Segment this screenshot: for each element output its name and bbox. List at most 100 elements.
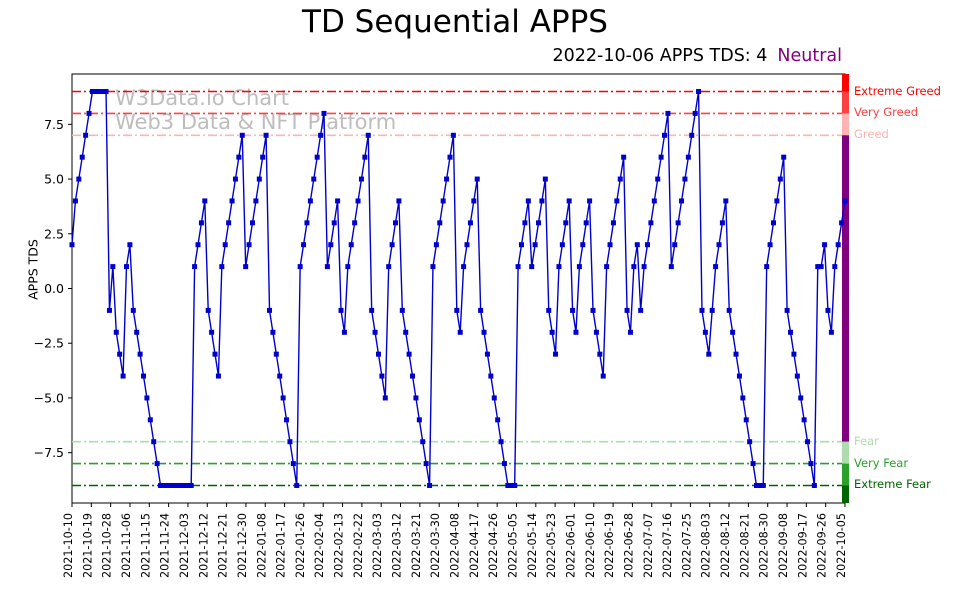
data-point [559,242,565,248]
zone-bar-1 [842,74,849,92]
data-point [246,242,252,248]
data-point [277,373,283,379]
data-point [215,373,221,379]
data-point [345,264,351,270]
data-point [324,264,330,270]
data-point [379,373,385,379]
data-point [110,264,116,270]
data-point [348,242,354,248]
data-point [617,176,623,182]
data-line [71,90,846,487]
zone-bar-5 [842,441,849,464]
data-point [498,439,504,445]
data-point [93,89,99,95]
x-tick-label: 2022-01-17 [275,513,288,578]
data-point [801,417,807,423]
data-point [614,198,620,204]
data-point [127,242,133,248]
data-point [699,307,705,313]
y-tick-label: 5.0 [44,172,64,187]
data-point [335,198,341,204]
data-point [117,351,123,357]
x-tick-label: 2021-11-15 [139,513,152,578]
data-point [232,176,238,182]
data-point [508,482,514,488]
x-tick-label: 2021-12-12 [197,513,210,578]
x-tick-label: 2022-09-17 [796,513,809,578]
data-point [624,307,630,313]
x-tick-label: 2021-11-24 [159,513,172,578]
x-tick-label: 2021-10-19 [81,513,94,578]
data-point [304,220,310,226]
data-point [151,439,157,445]
data-point [815,264,821,270]
data-point [454,307,460,313]
data-point [644,242,650,248]
data-point [331,220,337,226]
zone-bar-7 [842,485,849,503]
y-tick-label: 7.5 [44,117,64,132]
data-point [284,417,290,423]
data-point [222,242,228,248]
x-tick-label: 2022-08-21 [738,513,751,578]
x-tick-label: 2021-12-21 [217,513,230,578]
data-point [501,461,507,467]
x-tick-label: 2022-06-28 [622,513,635,578]
data-point [764,264,770,270]
x-tick-label: 2022-02-13 [333,513,346,578]
data-point [79,154,85,160]
y-tick-label: 2.5 [44,226,64,241]
data-point [433,242,439,248]
data-point [730,329,736,335]
data-point [311,176,317,182]
data-point [410,373,416,379]
data-point [416,417,422,423]
zone-label-very-greed: Very Greed [854,105,919,120]
data-point [386,264,392,270]
data-point [243,264,249,270]
x-tick-label: 2022-06-01 [564,513,577,578]
data-point [369,307,375,313]
x-tick-label: 2022-05-05 [506,513,519,578]
data-point [69,242,75,248]
data-point [747,439,753,445]
x-tick-label: 2022-04-26 [487,513,500,578]
data-point [420,439,426,445]
data-point [467,220,473,226]
x-tick-label: 2022-07-16 [661,513,674,578]
data-point [100,89,106,95]
data-point [488,373,494,379]
data-point [154,461,160,467]
data-point [297,264,303,270]
data-point [352,220,358,226]
chart-title: TD Sequential APPS [302,4,608,40]
data-point [236,154,242,160]
data-point [529,264,535,270]
data-point [726,307,732,313]
data-point [757,482,763,488]
data-point [658,154,664,160]
data-point [219,264,225,270]
x-tick-label: 2022-03-30 [429,513,442,578]
data-point [784,307,790,313]
data-point [389,242,395,248]
y-tick-label: −7.5 [34,445,64,460]
data-point [788,329,794,335]
data-point [301,242,307,248]
data-point [542,176,548,182]
data-point [307,198,313,204]
data-point [287,439,293,445]
data-point [273,351,279,357]
data-point [753,482,759,488]
data-point [86,110,92,116]
data-point [634,242,640,248]
data-point [760,482,766,488]
data-point [593,329,599,335]
data-point [532,242,538,248]
data-point [590,307,596,313]
data-point [113,329,119,335]
data-point [546,307,552,313]
data-point [382,395,388,401]
data-point [399,307,405,313]
data-point [195,242,201,248]
